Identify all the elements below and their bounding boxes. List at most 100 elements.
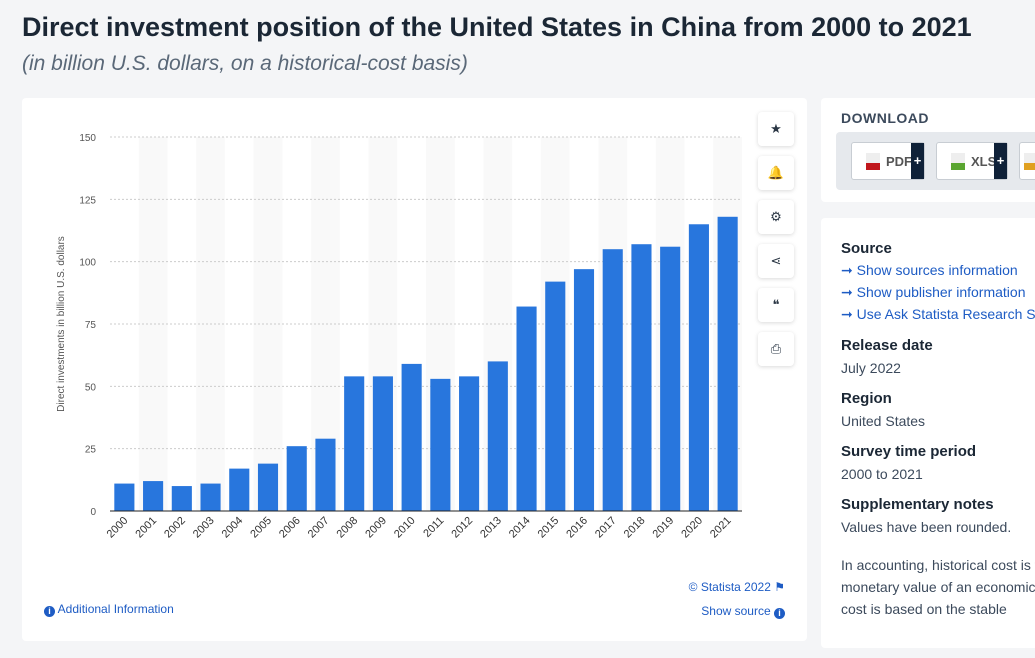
release-date-heading: Release date — [841, 337, 933, 354]
bar — [660, 246, 681, 511]
y-tick-label: 50 — [85, 382, 97, 393]
download-pdf-button[interactable]: PDF + — [851, 142, 925, 180]
link-text: Show publisher information — [856, 284, 1026, 300]
bar — [602, 249, 623, 511]
additional-information-text: Additional Information — [57, 602, 174, 616]
y-tick-label: 25 — [85, 445, 97, 456]
y-tick-label: 100 — [79, 258, 96, 269]
notes: Values have been rounded. — [841, 519, 1012, 535]
notes-extra: monetary value of an economic item — [841, 579, 1035, 595]
y-tick-label: 0 — [90, 507, 96, 518]
link-text: Use Ask Statista Research Service — [856, 306, 1035, 322]
bar — [372, 376, 393, 511]
y-tick-label: 125 — [79, 195, 96, 206]
x-tick-label: 2003 — [191, 515, 217, 541]
print-button[interactable]: ⎙ — [758, 332, 794, 366]
info-icon: i — [774, 608, 785, 619]
bar — [229, 468, 250, 511]
x-tick-label: 2000 — [105, 515, 131, 541]
y-tick-label: 150 — [79, 133, 96, 144]
x-tick-label: 2010 — [392, 515, 418, 541]
plus-icon: + — [911, 143, 924, 179]
print-icon: ⎙ — [770, 341, 782, 356]
release-date: July 2022 — [841, 360, 901, 376]
bar — [516, 306, 537, 511]
region-heading: Region — [841, 390, 892, 407]
ask-statista-link[interactable]: ➞ Use Ask Statista Research Service — [841, 306, 1035, 323]
region: United States — [841, 413, 926, 429]
x-tick-label: 2009 — [363, 515, 389, 541]
copyright-link[interactable]: © Statista 2022 ⚑ — [689, 580, 785, 594]
bell-icon: 🔔 — [767, 165, 785, 180]
chart-card: 0 25 50 75 100 125 150 2000 2001 2002 2003 2004 2005… — [22, 98, 807, 641]
bar — [171, 486, 192, 511]
x-tick-label: 2017 — [593, 515, 619, 541]
share-icon: ⋖ — [770, 253, 782, 268]
bar — [717, 216, 738, 511]
bar — [573, 269, 595, 511]
x-tick-label: 2007 — [306, 515, 332, 541]
show-sources-link[interactable]: ➞ Show sources information — [841, 262, 1018, 278]
flag-icon: ⚑ — [774, 580, 785, 594]
x-tick-label: 2011 — [421, 515, 446, 540]
notes-extra: cost is based on the stable — [841, 601, 1007, 617]
x-tick-label: 2021 — [708, 515, 734, 541]
x-tick-label: 2002 — [162, 515, 188, 541]
survey-period-heading: Survey time period — [841, 443, 977, 460]
star-button[interactable]: ★ — [758, 112, 794, 146]
x-tick-label: 2013 — [478, 515, 504, 541]
share-button[interactable]: ⋖ — [758, 244, 794, 278]
statistic-details: Source ➞ Show sources information ➞ Show… — [821, 218, 1035, 648]
copyright-text: © Statista 2022 — [688, 580, 771, 594]
x-tick-label: 2006 — [277, 515, 303, 541]
pdf-file-icon — [866, 152, 880, 170]
source-heading: Source — [841, 240, 892, 257]
bar-chart: 0 25 50 75 100 125 150 2000 2001 2002 2003 2004 2005… — [56, 133, 742, 541]
x-tick-label: 2019 — [651, 515, 677, 541]
bar — [114, 483, 135, 511]
x-tick-label: 2015 — [536, 515, 562, 541]
star-icon: ★ — [770, 121, 782, 136]
x-tick-label: 2020 — [679, 515, 705, 541]
bar — [688, 224, 709, 511]
download-heading: DOWNLOAD — [841, 110, 929, 126]
bar — [286, 446, 307, 511]
bar — [459, 376, 480, 511]
bell-button[interactable]: 🔔 — [758, 156, 794, 190]
bar — [545, 281, 566, 511]
info-icon: i — [44, 606, 55, 617]
download-image-button[interactable] — [1019, 142, 1035, 180]
show-source-link[interactable]: Show source i — [701, 604, 785, 619]
bar — [344, 376, 365, 511]
x-tick-label: 2018 — [622, 515, 648, 541]
page-title: Direct investment position of the United… — [22, 12, 972, 42]
x-tick-label: 2016 — [564, 515, 590, 541]
notes-extra: In accounting, historical cost is the or… — [841, 557, 1035, 573]
pdf-label: PDF — [886, 153, 912, 169]
x-tick-label: 2014 — [507, 515, 533, 541]
bar — [257, 463, 279, 511]
show-publisher-link[interactable]: ➞ Show publisher information — [841, 284, 1026, 300]
y-tick-label: 75 — [85, 320, 97, 331]
gear-icon: ⚙ — [770, 209, 782, 224]
quote-button[interactable]: ❝ — [758, 288, 794, 322]
image-file-icon — [1024, 152, 1035, 170]
y-axis-label: Direct investments in billion U.S. dolla… — [56, 236, 67, 412]
bar — [315, 438, 336, 511]
bar — [401, 363, 422, 511]
link-text: Show sources information — [856, 262, 1018, 278]
bar — [143, 481, 164, 511]
x-tick-label: 2004 — [220, 515, 246, 541]
x-tick-label: 2005 — [248, 515, 274, 541]
download-xls-button[interactable]: XLS + — [936, 142, 1008, 180]
quote-icon: ❝ — [772, 297, 780, 312]
x-tick-label: 2012 — [449, 515, 475, 541]
gear-button[interactable]: ⚙ — [758, 200, 794, 234]
bar — [631, 244, 652, 512]
page-subtitle: (in billion U.S. dollars, on a historica… — [22, 52, 468, 75]
survey-period: 2000 to 2021 — [841, 466, 923, 482]
xls-file-icon — [951, 152, 965, 170]
additional-information-link[interactable]: i Additional Information — [44, 602, 174, 617]
notes-heading: Supplementary notes — [841, 496, 994, 513]
bar — [487, 361, 508, 511]
